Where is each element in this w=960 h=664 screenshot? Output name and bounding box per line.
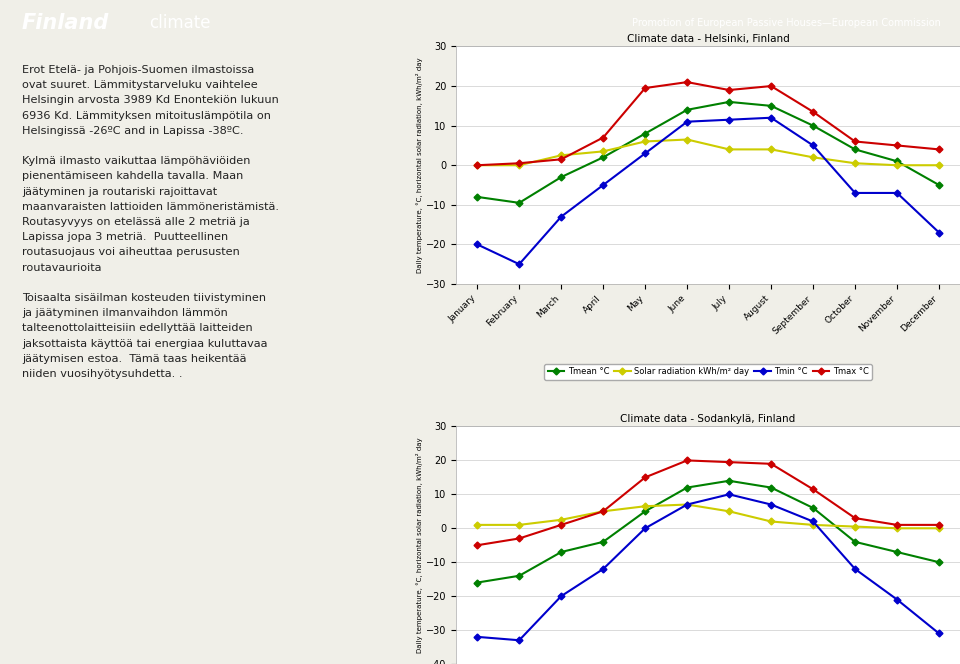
Text: Finland: Finland xyxy=(21,13,108,33)
Text: Promotion of European Passive Houses—European Commission: Promotion of European Passive Houses—Eur… xyxy=(632,18,941,29)
Title: Climate data - Helsinki, Finland: Climate data - Helsinki, Finland xyxy=(627,35,789,44)
Y-axis label: Daily temperature, °C, horizontal solar radiation, kWh/m² day: Daily temperature, °C, horizontal solar … xyxy=(417,57,423,273)
Legend: Tmean °C, Solar radiation kWh/m² day, Tmin °C, Tmax °C: Tmean °C, Solar radiation kWh/m² day, Tm… xyxy=(544,364,872,380)
Title: Climate data - Sodankylä, Finland: Climate data - Sodankylä, Finland xyxy=(620,414,796,424)
Text: climate: climate xyxy=(149,14,210,33)
Text: Erot Etelä- ja Pohjois-Suomen ilmastoissa
ovat suuret. Lämmitystarveluku vaihtel: Erot Etelä- ja Pohjois-Suomen ilmastoiss… xyxy=(22,65,279,379)
Y-axis label: Daily temperature, °C, horizontal solar radiation, kWh/m² day: Daily temperature, °C, horizontal solar … xyxy=(417,438,423,653)
